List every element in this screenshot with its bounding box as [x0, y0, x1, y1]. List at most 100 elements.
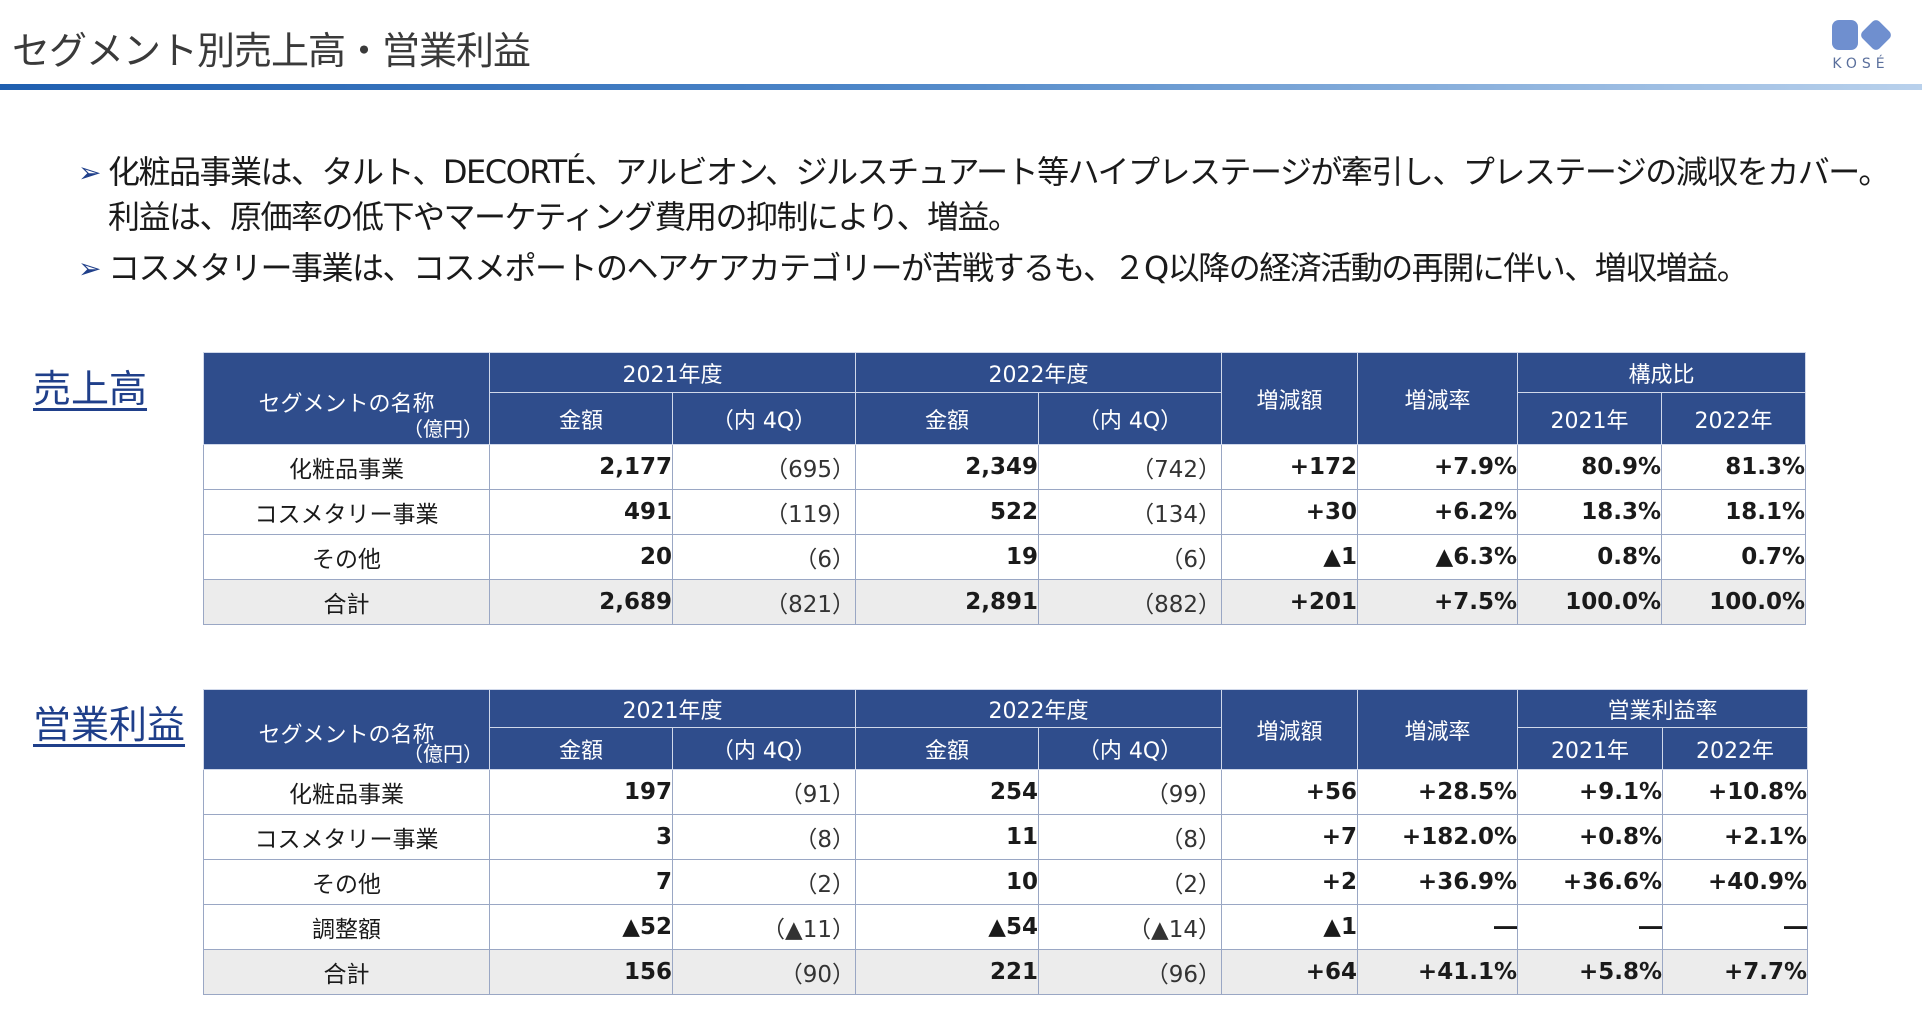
amount-2022: 2,891	[855, 579, 1039, 625]
sales-section-label: 売上高	[33, 367, 148, 411]
margin-2021: +9.1%	[1517, 769, 1663, 815]
change-rate: +7.9%	[1357, 444, 1518, 490]
header-fy2022: 2022年度	[855, 689, 1222, 728]
table-row: その他 20 （6） 19 （6） ▲1 ▲6.3% 0.8% 0.7%	[203, 534, 1807, 580]
amount-2022: 10	[855, 859, 1039, 905]
segment-name: 合計	[203, 579, 490, 625]
change-amount: ▲1	[1221, 534, 1358, 580]
q4-2021: （▲11）	[672, 904, 856, 950]
margin-2022: +40.9%	[1661, 859, 1809, 905]
segment-name: その他	[203, 859, 490, 905]
margin-2021: +0.8%	[1517, 814, 1663, 860]
bullet-cosmetaries: ➢ コスメタリー事業は、コスメポートのヘアケアカテゴリーが苦戦するも、２Q以降の…	[78, 246, 1878, 291]
amount-2022: 221	[855, 949, 1039, 995]
logo-mark-icon	[1832, 20, 1891, 50]
q4-2021: （2）	[672, 859, 856, 905]
header-fy2021: 2021年度	[489, 689, 856, 728]
header-change-amount: 増減額	[1221, 352, 1358, 445]
amount-2022: 254	[855, 769, 1039, 815]
table-row: コスメタリー事業 3 （8） 11 （8） +7 +182.0% +0.8% +…	[203, 814, 1809, 860]
segment-name: その他	[203, 534, 490, 580]
ratio-2022: 100.0%	[1660, 579, 1807, 625]
header-segment-name: セグメントの名称 （億円）	[203, 689, 490, 770]
margin-2022: ―	[1661, 904, 1809, 950]
ratio-2021: 18.3%	[1517, 489, 1662, 535]
q4-2021: （90）	[672, 949, 856, 995]
change-amount: +64	[1221, 949, 1358, 995]
q4-2022: （96）	[1038, 949, 1222, 995]
amount-2022: 522	[855, 489, 1039, 535]
ratio-2022: 0.7%	[1660, 534, 1807, 580]
logo-wordmark: KOSÉ	[1832, 56, 1890, 72]
summary-bullets: ➢ 化粧品事業は、タルト、DECORTÉ、アルビオン、ジルスチュアート等ハイプレ…	[78, 150, 1890, 297]
amount-2022: 19	[855, 534, 1039, 580]
header-change-amount: 増減額	[1221, 689, 1358, 770]
segment-name: コスメタリー事業	[203, 489, 490, 535]
profit-table: セグメントの名称 （億円） 2021年度 2022年度 増減額 増減率 営業利益…	[203, 689, 1809, 995]
amount-2021: 3	[489, 814, 673, 860]
margin-2021: +36.6%	[1517, 859, 1663, 905]
bullet-line: コスメタリー事業は、コスメポートのヘアケアカテゴリーが苦戦するも、２Q以降の経済…	[108, 249, 1749, 287]
change-rate: ▲6.3%	[1357, 534, 1518, 580]
change-rate: +7.5%	[1357, 579, 1518, 625]
ratio-2022: 81.3%	[1660, 444, 1807, 490]
amount-2022: 2,349	[855, 444, 1039, 490]
q4-2021: （8）	[672, 814, 856, 860]
amount-2022: ▲54	[855, 904, 1039, 950]
margin-2022: +2.1%	[1661, 814, 1809, 860]
change-amount: ▲1	[1221, 904, 1358, 950]
header-margin-2022: 2022年	[1661, 727, 1809, 770]
q4-2021: （91）	[672, 769, 856, 815]
change-amount: +2	[1221, 859, 1358, 905]
unit-label: （億円）	[403, 417, 483, 441]
segment-name: コスメタリー事業	[203, 814, 490, 860]
header-q4: （内 4Q）	[1038, 392, 1222, 445]
change-amount: +172	[1221, 444, 1358, 490]
header-q4: （内 4Q）	[672, 392, 856, 445]
header-change-rate: 増減率	[1357, 689, 1518, 770]
page-title: セグメント別売上高・営業利益	[12, 29, 531, 73]
header-segment-name: セグメントの名称 （億円）	[203, 352, 490, 445]
table-row-total: 合計 156 （90） 221 （96） +64 +41.1% +5.8% +7…	[203, 949, 1809, 995]
header-ratio-2021: 2021年	[1517, 392, 1662, 445]
amount-2022: 11	[855, 814, 1039, 860]
q4-2022: （6）	[1038, 534, 1222, 580]
header-change-rate: 増減率	[1357, 352, 1518, 445]
margin-2022: +7.7%	[1661, 949, 1809, 995]
header-margin-2021: 2021年	[1517, 727, 1663, 770]
header-composition: 構成比	[1516, 352, 1807, 393]
margin-2021: +5.8%	[1517, 949, 1663, 995]
bullet-cosmetics: ➢ 化粧品事業は、タルト、DECORTÉ、アルビオン、ジルスチュアート等ハイプレ…	[78, 150, 1890, 240]
ratio-2021: 80.9%	[1517, 444, 1662, 490]
change-amount: +56	[1221, 769, 1358, 815]
q4-2021: （821）	[672, 579, 856, 625]
table-row: 化粧品事業 2,177 （695） 2,349 （742） +172 +7.9%…	[203, 444, 1807, 490]
q4-2022: （▲14）	[1038, 904, 1222, 950]
segment-name: 調整額	[203, 904, 490, 950]
amount-2021: 156	[489, 949, 673, 995]
segment-name: 化粧品事業	[203, 769, 490, 815]
arrow-bullet-icon: ➢	[78, 156, 101, 189]
profit-section-label: 営業利益	[33, 703, 186, 747]
kose-logo: KOSÉ	[1826, 14, 1896, 80]
q4-2021: （695）	[672, 444, 856, 490]
table-row-total: 合計 2,689 （821） 2,891 （882） +201 +7.5% 10…	[203, 579, 1807, 625]
header-amount: 金額	[855, 392, 1039, 445]
header-ratio-2022: 2022年	[1660, 392, 1807, 445]
change-rate: +6.2%	[1357, 489, 1518, 535]
amount-2021: 20	[489, 534, 673, 580]
margin-2021: ―	[1517, 904, 1663, 950]
title-divider	[0, 84, 1922, 90]
change-rate: +36.9%	[1357, 859, 1518, 905]
amount-2021: 197	[489, 769, 673, 815]
header-q4: （内 4Q）	[1038, 727, 1222, 770]
header-fy2021: 2021年度	[489, 352, 856, 393]
change-rate: ―	[1357, 904, 1518, 950]
bullet-line: 利益は、原価率の低下やマーケティング費用の抑制により、増益。	[108, 198, 1020, 236]
header-fy2022: 2022年度	[855, 352, 1222, 393]
q4-2022: （99）	[1038, 769, 1222, 815]
change-amount: +201	[1221, 579, 1358, 625]
unit-label: （億円）	[403, 742, 483, 766]
header-q4: （内 4Q）	[672, 727, 856, 770]
header-amount: 金額	[489, 727, 673, 770]
